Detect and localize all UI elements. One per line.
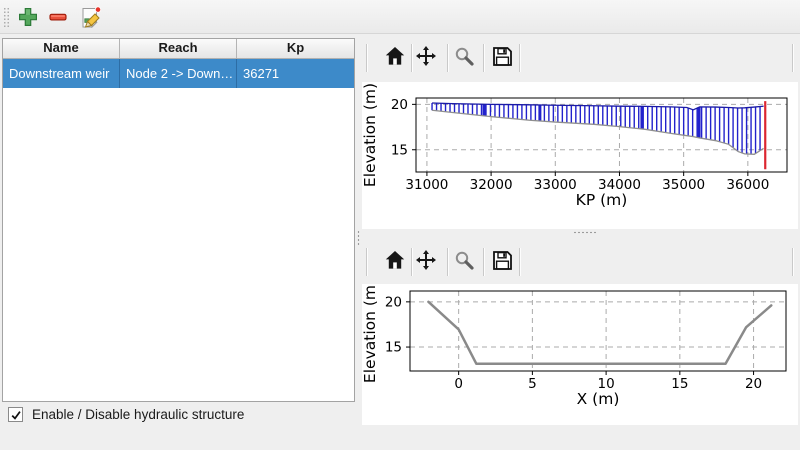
column-header-reach[interactable]: Reach xyxy=(120,39,237,58)
pan-button[interactable] xyxy=(413,43,439,69)
y-axis-label: Elevation (m) xyxy=(362,284,379,383)
edit-icon xyxy=(82,6,101,28)
home-icon xyxy=(385,251,405,269)
bottom-chart-toolbar xyxy=(362,244,798,282)
x-tick-label: 31000 xyxy=(405,177,448,193)
x-tick-label: 36000 xyxy=(726,177,769,193)
x-tick-label: 10 xyxy=(598,376,615,392)
x-tick-label: 20 xyxy=(745,376,762,392)
x-tick-label: 5 xyxy=(528,376,537,392)
y-tick-label: 15 xyxy=(385,340,402,356)
cell-kp[interactable]: 36271 xyxy=(243,66,280,81)
home-button[interactable] xyxy=(382,247,408,273)
x-tick-label: 35000 xyxy=(662,177,705,193)
toolbar-separator xyxy=(366,44,367,72)
table-row[interactable]: Downstream weir Node 2 -> Down… 36271 xyxy=(3,59,354,88)
cross-section-figure: 0 5 10 15 20 15 20 X (m) Elevation (m) xyxy=(362,284,798,425)
x-tick-label: 15 xyxy=(671,376,688,392)
edit-structure-button[interactable] xyxy=(78,4,104,30)
save-icon xyxy=(493,47,512,66)
zoom-button[interactable] xyxy=(451,247,477,273)
enable-structure-label: Enable / Disable hydraulic structure xyxy=(32,407,245,422)
cross-section-chart[interactable]: 0 5 10 15 20 15 20 X (m) Elevation (m) xyxy=(362,284,798,425)
minus-icon xyxy=(49,13,67,21)
toolbar-separator xyxy=(483,248,484,276)
remove-structure-button[interactable] xyxy=(46,4,72,30)
toolbar-separator xyxy=(792,44,793,72)
save-button[interactable] xyxy=(489,247,515,273)
toolbar-separator xyxy=(519,44,520,72)
toolbar-separator xyxy=(366,248,367,276)
enable-structure-checkbox[interactable] xyxy=(8,407,23,422)
y-tick-label: 20 xyxy=(385,294,402,310)
x-axis-label: KP (m) xyxy=(576,191,628,209)
toolbar-separator xyxy=(519,248,520,276)
x-axis-label: X (m) xyxy=(577,390,620,408)
table-header-row: Name Reach Kp xyxy=(3,39,354,59)
pan-icon xyxy=(416,250,436,270)
save-button[interactable] xyxy=(489,43,515,69)
toolbar-grip[interactable] xyxy=(3,7,10,27)
main-toolbar xyxy=(0,0,800,34)
pan-button[interactable] xyxy=(413,247,439,273)
pan-icon xyxy=(416,46,436,66)
checkmark-icon xyxy=(11,410,21,420)
y-tick-label: 15 xyxy=(391,142,408,158)
zoom-button[interactable] xyxy=(451,43,477,69)
magnifier-icon xyxy=(455,251,474,270)
toolbar-separator xyxy=(447,44,448,72)
kp-profile-chart[interactable]: 31000 32000 33000 34000 35000 36000 15 20 KP (m)… xyxy=(362,82,798,229)
kp-profile-figure: 31000 32000 33000 34000 35000 36000 15 20 KP (m)… xyxy=(362,82,798,229)
cell-reach[interactable]: Node 2 -> Down… xyxy=(120,59,237,88)
toolbar-separator xyxy=(411,248,412,276)
x-tick-label: 0 xyxy=(454,376,463,392)
home-button[interactable] xyxy=(382,43,408,69)
column-header-name[interactable]: Name xyxy=(3,39,120,58)
magnifier-icon xyxy=(455,47,474,66)
y-tick-label: 20 xyxy=(391,97,408,113)
enable-structure-row: Enable / Disable hydraulic structure xyxy=(8,407,244,422)
column-header-kp[interactable]: Kp xyxy=(286,40,305,55)
toolbar-separator xyxy=(792,248,793,276)
toolbar-separator xyxy=(447,248,448,276)
save-icon xyxy=(493,251,512,270)
x-tick-label: 33000 xyxy=(534,177,577,193)
x-tick-label: 34000 xyxy=(598,177,641,193)
horizontal-splitter[interactable] xyxy=(573,231,597,234)
x-tick-label: 32000 xyxy=(470,177,513,193)
plus-icon xyxy=(19,8,37,26)
home-icon xyxy=(385,47,405,65)
y-axis-label: Elevation (m) xyxy=(362,83,379,187)
add-structure-button[interactable] xyxy=(16,4,42,30)
top-chart-toolbar xyxy=(362,40,798,78)
vertical-splitter[interactable] xyxy=(356,230,360,246)
toolbar-separator xyxy=(411,44,412,72)
cell-name[interactable]: Downstream weir xyxy=(3,59,120,88)
structures-table[interactable]: Name Reach Kp Downstream weir Node 2 -> … xyxy=(2,38,355,402)
toolbar-separator xyxy=(483,44,484,72)
